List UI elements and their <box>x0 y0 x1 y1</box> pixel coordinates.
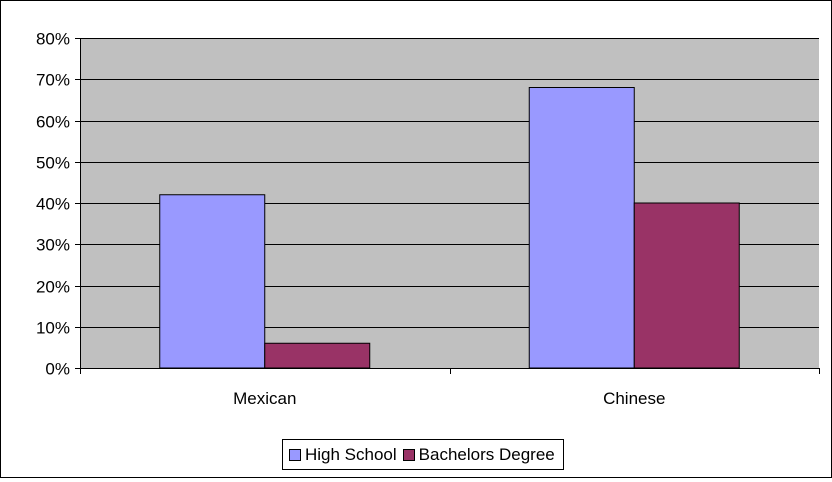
y-tick-label: 50% <box>36 154 70 173</box>
y-tick-label: 40% <box>36 195 70 214</box>
y-tick-label: 30% <box>36 236 70 255</box>
bar-bachelors-degree-mexican <box>264 342 371 369</box>
y-tick-label: 60% <box>36 113 70 132</box>
y-tick-label: 10% <box>36 319 70 338</box>
legend-swatch <box>289 448 301 461</box>
legend-label: High School <box>305 444 397 464</box>
legend-label: Bachelors Degree <box>418 444 555 464</box>
x-category-label: Mexican <box>233 389 296 408</box>
bar-high-school-mexican <box>159 194 266 369</box>
legend: High School Bachelors Degree <box>282 439 564 470</box>
y-tick-label: 80% <box>36 30 70 49</box>
legend-item: High School <box>289 445 397 465</box>
legend-item: Bachelors Degree <box>402 444 555 465</box>
bar-high-school-chinese <box>528 87 635 369</box>
y-tick-label: 70% <box>36 71 70 90</box>
legend-swatch <box>402 448 415 461</box>
x-category-label: Chinese <box>603 389 665 408</box>
bar-bachelors-degree-chinese <box>633 202 740 369</box>
y-tick-label: 0% <box>45 360 70 379</box>
y-tick-label: 20% <box>36 278 70 297</box>
